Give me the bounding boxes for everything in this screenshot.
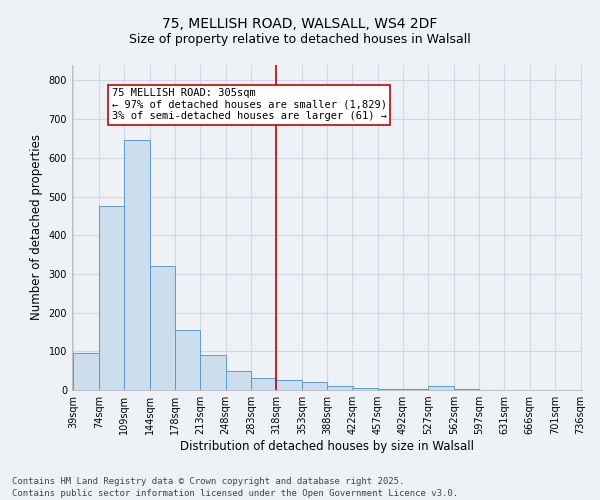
Bar [226, 370, 251, 390]
Bar [99, 206, 124, 390]
Bar [200, 355, 226, 390]
Bar [73, 353, 99, 390]
Y-axis label: Number of detached properties: Number of detached properties [30, 134, 43, 320]
X-axis label: Distribution of detached houses by size in Walsall: Distribution of detached houses by size … [180, 440, 474, 453]
Bar [175, 330, 200, 390]
Bar [124, 140, 150, 390]
Bar [302, 382, 328, 390]
Bar [403, 389, 428, 390]
Text: 75, MELLISH ROAD, WALSALL, WS4 2DF: 75, MELLISH ROAD, WALSALL, WS4 2DF [163, 18, 437, 32]
Bar [428, 386, 454, 390]
Text: Size of property relative to detached houses in Walsall: Size of property relative to detached ho… [129, 32, 471, 46]
Bar [328, 386, 353, 390]
Text: 75 MELLISH ROAD: 305sqm
← 97% of detached houses are smaller (1,829)
3% of semi-: 75 MELLISH ROAD: 305sqm ← 97% of detache… [112, 88, 386, 122]
Bar [150, 266, 175, 390]
Bar [251, 378, 277, 390]
Bar [352, 388, 377, 390]
Text: Contains HM Land Registry data © Crown copyright and database right 2025.
Contai: Contains HM Land Registry data © Crown c… [12, 476, 458, 498]
Bar [377, 389, 403, 390]
Bar [454, 389, 479, 390]
Bar [277, 380, 302, 390]
